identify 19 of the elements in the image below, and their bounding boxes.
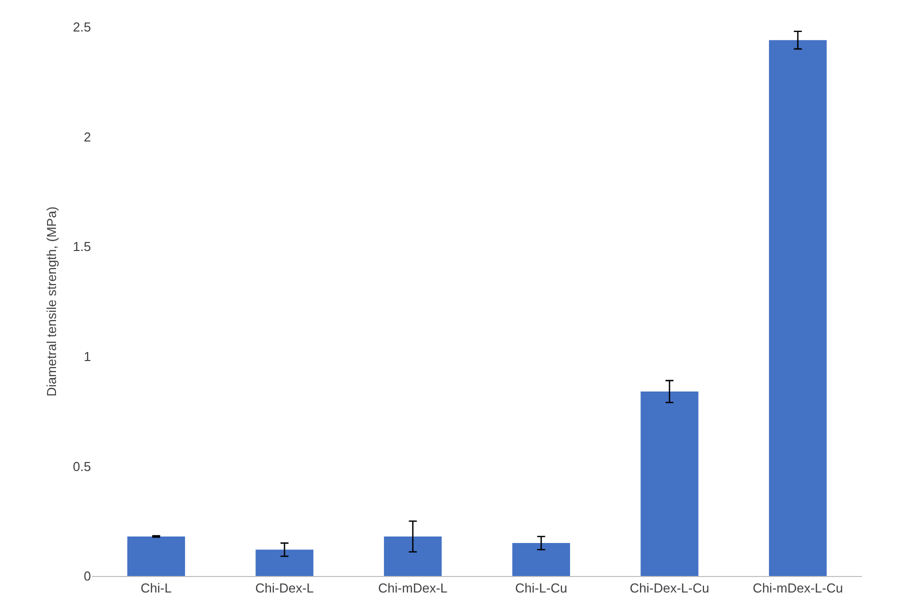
x-tick-label: Chi-L-Cu: [515, 580, 568, 596]
bar: [127, 536, 186, 576]
bar: [384, 536, 442, 576]
y-tick-label: 0.5: [72, 458, 91, 474]
x-tick-label: Chi-Dex-L: [255, 580, 314, 596]
bar: [640, 392, 698, 576]
x-tick-label: Chi-Dex-L-Cu: [630, 580, 710, 596]
y-tick-label: 1.5: [72, 239, 91, 254]
y-tick-label: 2: [84, 129, 91, 144]
y-axis-title: Diametral tensile strength, (MPa): [44, 206, 59, 397]
y-tick-label: 1: [84, 348, 91, 364]
x-tick-label: Chi-mDex-L: [378, 580, 448, 596]
y-tick-label: 0: [84, 568, 91, 584]
x-tick-label: Chi-mDex-L-Cu: [752, 580, 843, 596]
y-tick-label: 2.5: [72, 20, 91, 35]
bar: [512, 543, 570, 576]
x-tick-label: Chi-L: [140, 580, 172, 596]
bar: [768, 40, 827, 576]
bar: [256, 550, 314, 576]
